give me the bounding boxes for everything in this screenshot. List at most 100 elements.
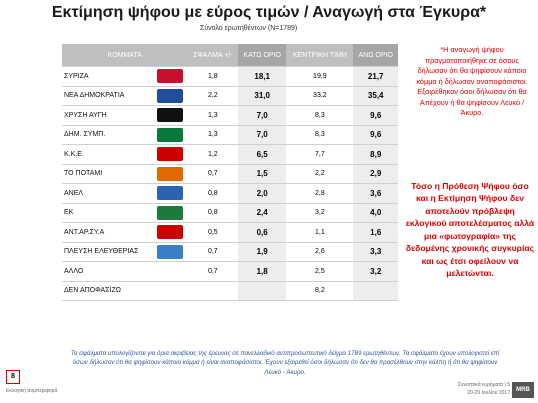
column-header: ΚΑΤΩ ΟΡΙΟ: [238, 44, 287, 67]
logo-cell: [152, 281, 188, 301]
note: *Η αναγωγή ψήφου πραγματοποιήθηκε σε όσο…: [416, 45, 528, 118]
logo-cell: [152, 66, 188, 87]
cell: [353, 281, 398, 301]
table-row: ΑΝΤ.ΑΡ.ΣΥ.Α 0,5 0,6 1,1 1,6: [62, 222, 398, 243]
table-row: ΤΟ ΠΟΤΑΜΙ 0,7 1,5 2,2 2,9: [62, 164, 398, 184]
cell: 3,2: [353, 261, 398, 282]
party-logo: [157, 69, 184, 84]
cell: 2,5: [286, 261, 354, 282]
cell: 6,5: [238, 144, 287, 165]
logo-cell: [152, 222, 188, 243]
cell: 9,6: [353, 125, 398, 145]
cell: 1,9: [238, 242, 287, 262]
report-label: Συνοπτικά ευρήματα | 5: [457, 382, 510, 388]
cell: 1,2: [187, 144, 239, 165]
party-name: ΝΕΑ ΔΗΜΟΚΡΑΤΙΑ: [62, 86, 153, 106]
party-logo: [157, 108, 184, 123]
cell: [238, 281, 287, 301]
cell: 2,2: [187, 86, 239, 106]
party-logo: [157, 225, 184, 240]
party-name: ΑΝΕΛ: [62, 183, 153, 204]
cell: 8,9: [353, 144, 398, 165]
party-name: ΕΚ: [62, 203, 153, 223]
cell: 35,4: [353, 86, 398, 106]
table-row: ΑΛΛΟ 0,7 1,8 2,5 3,2: [62, 261, 398, 282]
party-name: ΔΗΜ. ΣΥΜΠ.: [62, 125, 153, 145]
column-header: ΑΝΩ ΟΡΙΟ: [353, 44, 398, 67]
cell: 1,8: [238, 261, 287, 282]
cell: 3,6: [353, 183, 398, 204]
logo-cell: [152, 203, 188, 223]
party-name: ΑΛΛΟ: [62, 261, 153, 282]
page-number: 8: [6, 370, 20, 384]
logo-cell: [152, 242, 188, 262]
cell: 7,0: [238, 125, 287, 145]
cell: 8,3: [286, 105, 354, 126]
table-row: Κ.Κ.Ε. 1,2 6,5 7,7 8,9: [62, 144, 398, 165]
column-header: ΚΟΜΜΑΤΑ: [62, 44, 188, 67]
cell: 2,6: [286, 242, 354, 262]
cell: [187, 281, 239, 301]
party-name: ΑΝΤ.ΑΡ.ΣΥ.Α: [62, 222, 153, 243]
cell: 18,1: [238, 66, 287, 87]
cell: 21,7: [353, 66, 398, 87]
cell: 19,9: [286, 66, 354, 87]
footnote: Τα σφάλματα υπολογίζονται για όρια ακρίβ…: [70, 350, 500, 376]
cell: 0,8: [187, 183, 239, 204]
title: Εκτίμηση ψήφου με εύρος τιμών / Αναγωγή …: [51, 4, 487, 21]
disclaimer: Τόσο η Πρόθεση Ψήφου όσο και η Εκτίμηση …: [405, 181, 535, 279]
cell: 1,1: [286, 222, 354, 243]
cell: 3,3: [353, 242, 398, 262]
cell: 31,0: [238, 86, 287, 106]
cell: 2,9: [353, 164, 398, 184]
party-name: ΧΡΥΣΗ ΑΥΓΗ: [62, 105, 153, 126]
cell: 0,7: [187, 242, 239, 262]
logo-cell: [152, 125, 188, 145]
cell: 2,8: [286, 183, 354, 204]
table-row: ΔΕΝ ΑΠΟΦΑΣΙΖΩ 8,2: [62, 281, 398, 301]
party-name: Κ.Κ.Ε.: [62, 144, 153, 165]
cell: 0,7: [187, 261, 239, 282]
table-row: ΕΚ 0,8 2,4 3,2 4,0: [62, 203, 398, 223]
logo-cell: [152, 86, 188, 106]
table-row: ΝΕΑ ΔΗΜΟΚΡΑΤΙΑ 2,2 31,0 33,2 35,4: [62, 86, 398, 106]
party-logo: [157, 186, 184, 201]
party-name: ΔΕΝ ΑΠΟΦΑΣΙΖΩ: [62, 281, 153, 301]
header-row: ΚΟΜΜΑΤΑ ΣΦΑΛΜΑ +/- ΚΑΤΩ ΟΡΙΟ ΚΕΝΤΡΙΚΗ ΤΙΜΗ Α…: [62, 44, 398, 67]
cell: 1,3: [187, 125, 239, 145]
brand-logo: MRB: [512, 382, 534, 398]
date: 20-29 Ιουλίου 2017: [467, 390, 510, 396]
table-row: ΑΝΕΛ 0,8 2,0 2,8 3,6: [62, 183, 398, 204]
cell: 1,6: [353, 222, 398, 243]
cell: 1,5: [238, 164, 287, 184]
cell: 1,8: [187, 66, 239, 87]
cell: 2,2: [286, 164, 354, 184]
column-header: ΚΕΝΤΡΙΚΗ ΤΙΜΗ: [286, 44, 354, 67]
results-table: ΚΟΜΜΑΤΑ ΣΦΑΛΜΑ +/- ΚΑΤΩ ΟΡΙΟ ΚΕΝΤΡΙΚΗ ΤΙΜΗ Α…: [62, 44, 398, 301]
cell: 3,2: [286, 203, 354, 223]
cell: 4,0: [353, 203, 398, 223]
party-logo: [157, 147, 184, 162]
cell: 0,5: [187, 222, 239, 243]
party-logo: [157, 127, 184, 142]
party-logo: [157, 88, 184, 103]
table-row: ΣΥΡΙΖΑ 1,8 18,1 19,9 21,7: [62, 66, 398, 87]
logo-cell: [152, 105, 188, 126]
cell: 33,2: [286, 86, 354, 106]
cell: 1,3: [187, 105, 239, 126]
cell: 2,4: [238, 203, 287, 223]
column-header: ΣΦΑΛΜΑ +/-: [187, 44, 239, 67]
cell: 9,6: [353, 105, 398, 126]
party-logo: [157, 244, 184, 259]
logo-cell: [152, 164, 188, 184]
cell: 8,2: [286, 281, 354, 301]
party-logo: [157, 205, 184, 220]
table-row: ΧΡΥΣΗ ΑΥΓΗ 1,3 7,0 8,3 9,6: [62, 105, 398, 126]
logo-cell: [152, 261, 188, 282]
cell: 0,8: [187, 203, 239, 223]
logo-cell: [152, 183, 188, 204]
logo-cell: [152, 144, 188, 165]
cell: 2,0: [238, 183, 287, 204]
cell: 8,3: [286, 125, 354, 145]
